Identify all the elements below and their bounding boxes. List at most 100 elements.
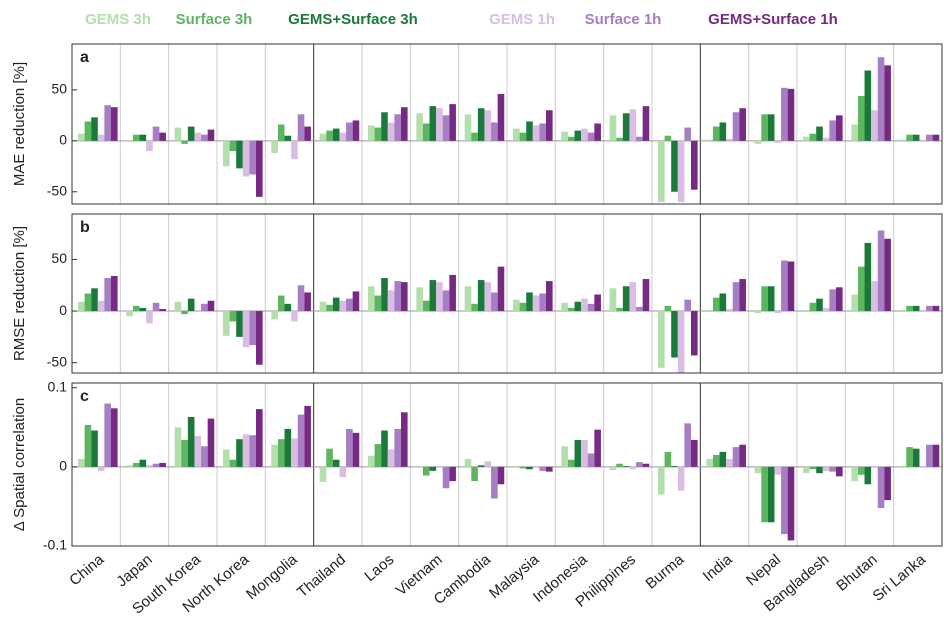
bar [691,140,698,190]
bar [256,311,263,365]
bar [207,129,215,141]
y-tick-label: -0.1 [43,537,67,553]
bar [561,446,568,467]
bar [609,466,617,471]
bar [242,311,250,348]
bar [884,466,891,501]
bar [719,451,727,467]
bar [567,307,575,312]
bar [84,293,92,312]
bar [297,285,305,312]
bar [277,124,285,141]
bar [581,439,588,467]
bar [787,88,795,141]
bar [871,110,878,141]
bar [368,286,375,312]
bar [381,112,388,141]
bar [919,466,927,467]
bar [809,302,817,312]
bar [732,282,740,312]
bar [401,107,408,141]
bar [761,114,768,141]
bar [767,466,775,523]
bar [319,133,327,141]
bar [181,439,188,467]
bar [249,311,256,346]
bar [691,311,698,356]
bar [919,139,927,141]
bar [761,466,768,523]
bar [223,311,230,336]
bar [732,112,740,141]
bar [857,466,865,475]
bar [912,448,920,467]
bar [932,305,940,312]
bar [401,412,408,467]
bar [187,126,195,141]
bar [857,266,865,312]
bar [781,466,788,535]
bar [616,463,623,467]
bar [236,140,243,169]
y-tick-label: 50 [51,81,67,97]
bar [326,130,333,141]
bar [664,451,672,467]
bar [816,126,823,141]
bar [304,292,311,312]
bar [664,135,672,141]
bar [368,455,375,467]
y-axis-label: MAE reduction [%] [11,62,28,186]
bar [491,466,498,499]
x-tick-label: Nepal [743,551,784,589]
bar [484,110,492,141]
bar [187,417,195,467]
bar [146,140,153,152]
bar [677,466,685,491]
bar [394,428,401,467]
bar [539,123,546,141]
bar [851,124,858,141]
bar [78,301,85,312]
bar [546,466,553,472]
bar [532,125,540,141]
bar [677,311,685,373]
bar [912,305,920,312]
y-tick-label: -50 [47,182,67,198]
bar [719,293,727,312]
bar [429,106,437,141]
bar [436,466,443,467]
bar [416,113,423,141]
bar [449,104,456,141]
bar [899,310,907,312]
bar [574,439,582,467]
bar [809,466,817,470]
bar [352,291,360,312]
bar [84,121,92,141]
bar [671,466,678,467]
bar [326,304,333,312]
bar [194,310,202,312]
bar [146,465,153,467]
bar [877,57,885,141]
plot-frame [71,382,943,547]
bar [484,282,492,312]
bar [926,134,933,141]
bar [906,134,913,141]
x-tick-label: Sri Lanka [869,551,929,605]
bar [284,428,292,467]
bar [761,286,768,312]
bar [387,122,395,141]
bar [381,278,388,312]
bar [394,114,401,141]
bar [159,132,166,141]
bar [429,280,437,312]
bar [132,305,140,312]
bar [387,290,395,312]
x-tick-label: China [66,551,107,590]
bar [201,446,208,467]
bar [387,449,395,467]
bar [436,108,443,141]
bar [332,459,340,467]
bar [346,428,353,467]
bar [304,126,311,141]
